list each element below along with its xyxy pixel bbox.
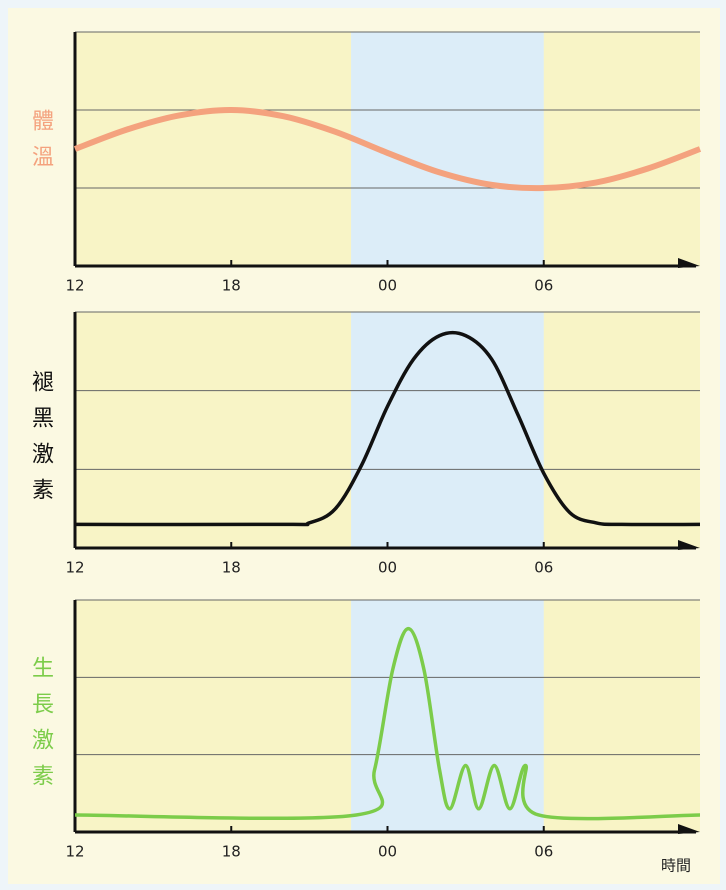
x-axis-label: 時間 <box>661 857 691 875</box>
curve <box>73 106 702 192</box>
x-tick-label: 12 <box>65 277 84 295</box>
x-axis-arrow <box>678 258 700 268</box>
x-axis-arrow <box>678 824 700 834</box>
x-axis-arrow <box>678 540 700 550</box>
x-tick-label: 12 <box>65 843 84 861</box>
y-axis-label: 體溫 <box>28 109 54 181</box>
x-tick-label: 00 <box>378 843 397 861</box>
x-tick-label: 06 <box>534 843 553 861</box>
x-tick-label: 00 <box>378 277 397 295</box>
x-tick-label: 06 <box>534 559 553 577</box>
x-tick-label: 00 <box>378 559 397 577</box>
curve <box>74 330 701 527</box>
x-tick-label: 18 <box>222 843 241 861</box>
curve <box>74 626 701 821</box>
x-tick-label: 12 <box>65 559 84 577</box>
y-axis-label: 褪黑激素 <box>28 370 54 514</box>
y-axis-label: 生長激素 <box>28 656 54 800</box>
x-tick-label: 06 <box>534 277 553 295</box>
x-tick-label: 18 <box>222 559 241 577</box>
night-band <box>351 312 544 548</box>
x-tick-label: 18 <box>222 277 241 295</box>
